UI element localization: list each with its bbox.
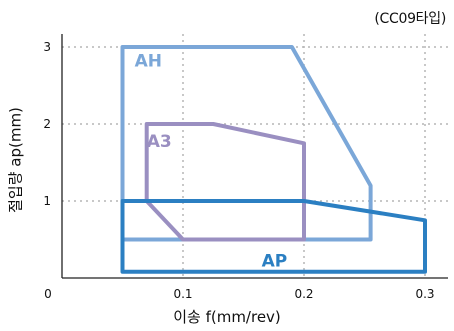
x-tick-label: 0.1 [173,287,192,301]
series-ap-outline [120,199,427,274]
y-tick-label: 3 [43,40,51,54]
y-tick-label: 1 [43,194,51,208]
series-ap-label: AP [262,251,288,271]
series-ah-label: AH [135,51,162,71]
y-tick-label: 2 [43,117,51,131]
tick-labels: 0.1 0.2 0.3 1 2 3 0 [43,40,434,301]
x-tick-label: 0.3 [415,287,434,301]
series-labels: AH A3 AP [135,51,288,271]
series-shapes [120,45,427,274]
y-axis-label: 절입량 ap(mm) [6,107,25,213]
chart-subtitle: (CC09타입) [374,11,446,27]
x-tick-label: 0.2 [294,287,313,301]
series-a3-label: A3 [147,132,172,152]
x-axis-label: 이송 f(mm/rev) [173,308,281,326]
origin-label: 0 [44,287,52,301]
axes [61,34,448,279]
